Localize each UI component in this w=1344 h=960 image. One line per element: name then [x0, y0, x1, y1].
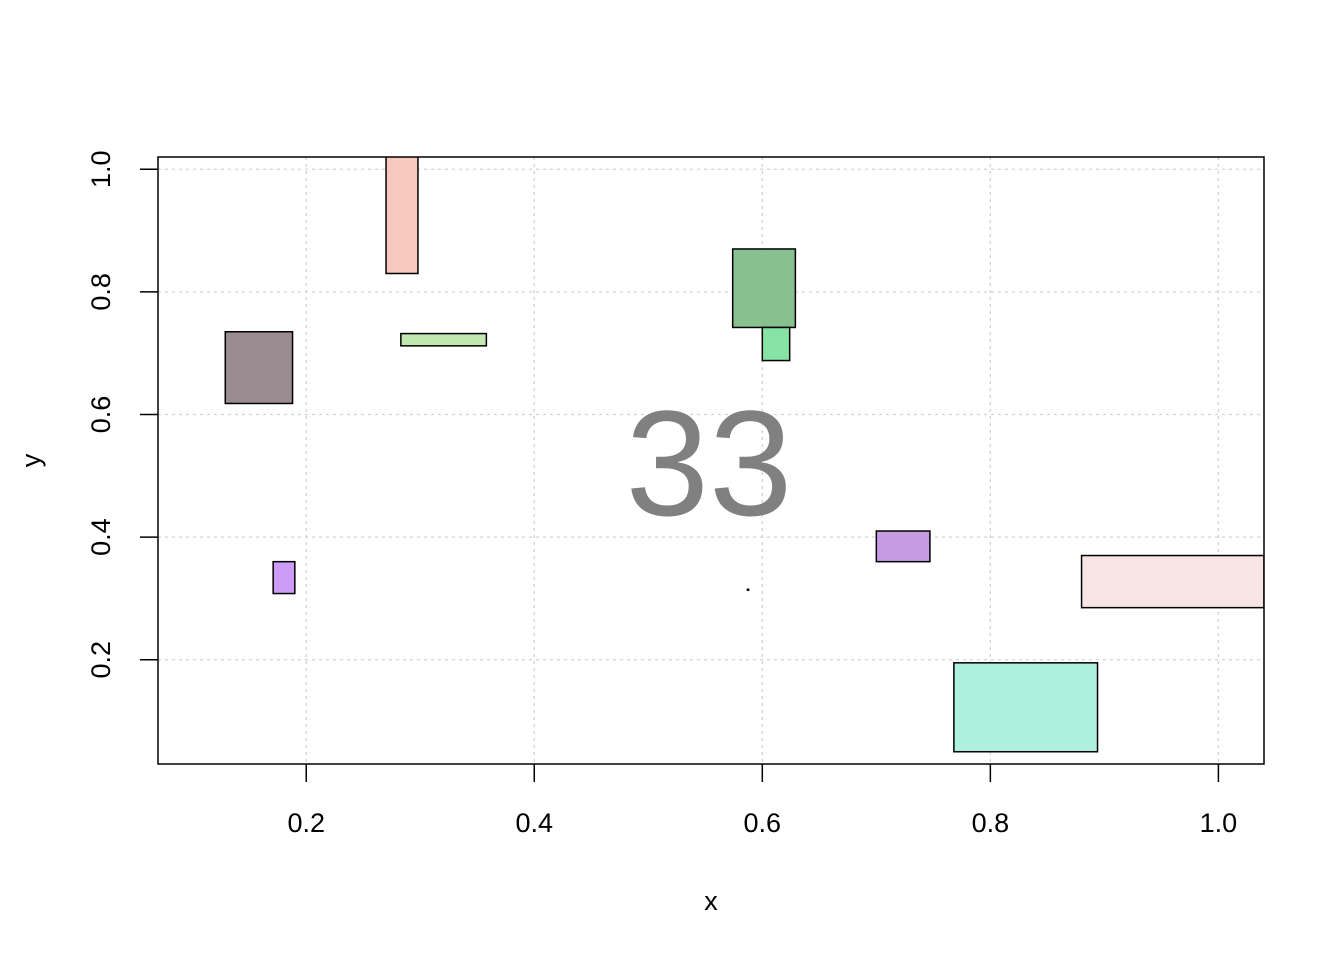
- rectangle-7: [875, 530, 931, 563]
- rectangles: [224, 157, 1264, 753]
- rectangle-5: [761, 326, 791, 362]
- x-tick-label: 0.2: [287, 808, 325, 838]
- grid: [158, 157, 1264, 764]
- rectangle-3: [400, 332, 488, 347]
- x-tick-label: 0.6: [744, 808, 782, 838]
- y-tick-label: 1.0: [86, 150, 116, 188]
- rectangle-1: [224, 330, 294, 405]
- rectangle-8: [1080, 554, 1264, 609]
- rectangle-6: [272, 560, 296, 595]
- y-tick-label: 0.8: [86, 273, 116, 311]
- rectangle-2: [385, 157, 419, 275]
- x-axis-title: x: [704, 886, 718, 916]
- y-tick-label: 0.2: [86, 641, 116, 679]
- x-tick-label: 1.0: [1200, 808, 1238, 838]
- x-axis: 0.2 0.4 0.6 0.8 1.0: [287, 764, 1237, 838]
- y-axis-title: y: [16, 453, 46, 467]
- y-tick-label: 0.4: [86, 518, 116, 556]
- rectangle-4: [731, 248, 797, 329]
- x-tick-label: 0.4: [515, 808, 553, 838]
- center-number-annotation: 33: [626, 379, 793, 547]
- plot-frame: [157, 156, 1265, 765]
- x-tick-label: 0.8: [972, 808, 1010, 838]
- y-tick-label: 0.6: [86, 396, 116, 434]
- y-axis: 0.2 0.4 0.6 0.8 1.0: [86, 150, 158, 679]
- rectangle-10: [746, 588, 750, 592]
- rectangle-9: [953, 662, 1099, 753]
